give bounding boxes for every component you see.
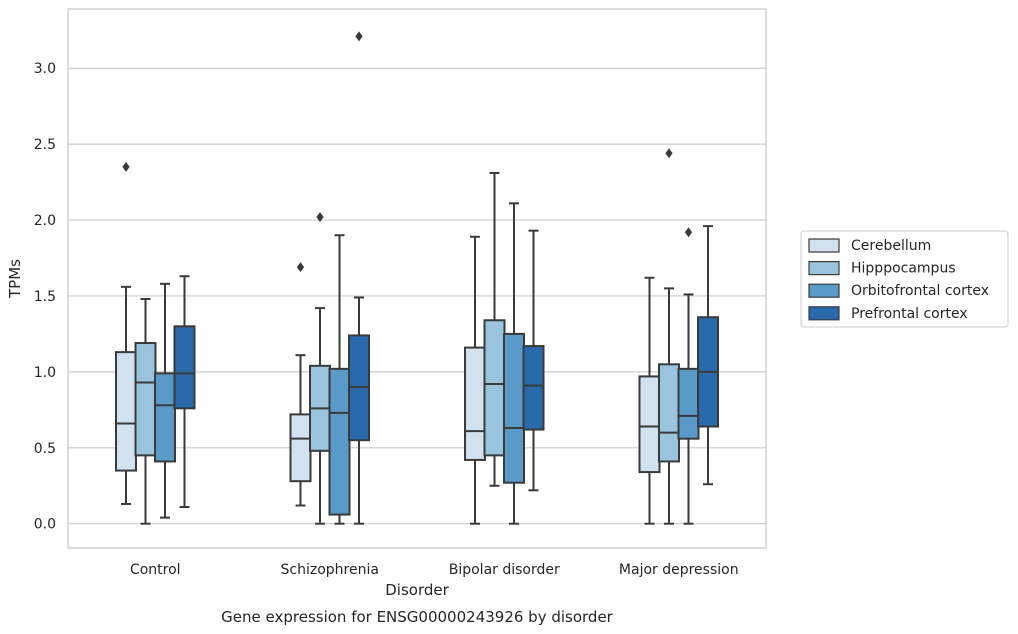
y-tick-label: 2.0 <box>34 213 56 229</box>
legend-label: Hipppocampus <box>851 261 956 277</box>
box-orbitofrontal-cortex-bipolar-disorder <box>503 202 525 525</box>
x-tick-label: Schizophrenia <box>281 562 379 578</box>
x-tick-label: Major depression <box>619 562 739 578</box>
box-iqr <box>289 413 312 483</box>
box-iqr <box>483 319 506 457</box>
plot-area-frame <box>67 8 767 549</box>
box-prefrontal-cortex-bipolar-disorder <box>522 229 545 492</box>
chart-title: Gene expression for ENSG00000243926 by d… <box>221 608 614 626</box>
box-cerebellum-schizophrenia <box>289 262 312 507</box>
x-tick-label: Control <box>130 562 181 578</box>
outlier-point <box>122 161 130 172</box>
legend-swatch <box>808 261 840 276</box>
box-hipppocampus-major-depression <box>658 148 680 525</box>
legend-label: Cerebellum <box>851 238 931 254</box>
y-tick-labels: 0.0 0.5 1.0 1.5 2.0 2.5 3.0 <box>34 61 56 532</box>
box-cerebellum-bipolar-disorder <box>464 235 486 525</box>
legend-frame <box>800 230 1009 328</box>
outlier-point <box>355 31 363 42</box>
x-tick-label: Bipolar disorder <box>449 562 560 578</box>
box-hipppocampus-control <box>134 297 157 525</box>
box-iqr <box>173 325 196 410</box>
box-cerebellum-control <box>115 161 137 505</box>
box-orbitofrontal-cortex-control <box>154 282 176 519</box>
box-iqr <box>522 345 545 431</box>
legend-swatch <box>808 238 840 253</box>
legend-item: Orbitofrontal cortex <box>808 283 989 299</box>
box-orbitofrontal-cortex-major-depression <box>677 227 700 525</box>
outlier-point <box>665 148 673 159</box>
legend-entries: Cerebellum Hipppocampus Orbitofrontal cort… <box>808 238 989 322</box>
legend-swatch <box>808 306 840 321</box>
box-prefrontal-cortex-control <box>173 275 196 509</box>
legend-label: Prefrontal cortex <box>851 306 968 322</box>
y-tick-label: 0.5 <box>34 441 56 457</box>
box-orbitofrontal-cortex-schizophrenia <box>328 234 351 525</box>
box-iqr <box>464 346 486 461</box>
outlier-point <box>316 212 324 223</box>
x-tick-labels: Control Schizophrenia Bipolar disorder Majo… <box>130 562 739 578</box>
box-hipppocampus-bipolar-disorder <box>483 171 506 487</box>
box-iqr <box>638 375 661 474</box>
box-iqr <box>503 332 525 484</box>
legend: Cerebellum Hipppocampus Orbitofrontal cort… <box>800 230 1009 328</box>
legend-item: Hipppocampus <box>808 261 956 277</box>
outlier-point <box>684 227 693 238</box>
box-iqr <box>658 363 680 463</box>
y-tick-label: 0.0 <box>34 517 56 533</box>
legend-item: Cerebellum <box>808 238 931 254</box>
outlier-point <box>296 262 305 273</box>
legend-item: Prefrontal cortex <box>808 306 968 322</box>
y-axis-label: TPMs <box>6 259 24 299</box>
box-cerebellum-major-depression <box>638 276 661 525</box>
legend-label: Orbitofrontal cortex <box>851 283 989 299</box>
legend-swatch <box>808 283 840 298</box>
box-prefrontal-cortex-schizophrenia <box>348 31 370 525</box>
x-axis-label: Disorder <box>385 581 449 599</box>
box-iqr <box>115 351 137 472</box>
y-tick-label: 3.0 <box>34 61 56 77</box>
y-tick-label: 1.0 <box>34 365 56 381</box>
box-plots <box>115 31 719 525</box>
box-iqr <box>134 342 157 457</box>
box-iqr <box>154 372 176 463</box>
y-tick-label: 1.5 <box>34 289 56 305</box>
box-iqr <box>677 367 700 440</box>
y-tick-label: 2.5 <box>34 137 56 153</box>
box-prefrontal-cortex-major-depression <box>697 225 719 486</box>
box-hipppocampus-schizophrenia <box>309 212 331 525</box>
box-iqr <box>328 367 351 516</box>
